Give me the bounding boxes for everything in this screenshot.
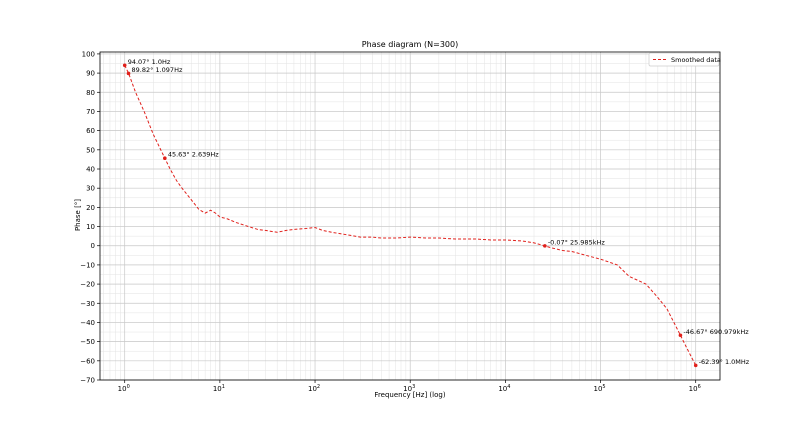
- y-tick-label: 60: [86, 127, 95, 135]
- plot-frame: [99, 51, 721, 381]
- annotation-marker: [693, 363, 698, 368]
- y-tick-label: 0: [91, 242, 95, 250]
- grid-lines: [100, 52, 720, 381]
- y-tick-label: 70: [86, 108, 95, 116]
- y-tick-label: 20: [86, 204, 95, 212]
- series-line-smoothed-data: [124, 65, 697, 366]
- chart-title: Phase diagram (N=300): [362, 40, 458, 49]
- y-tick-label: 80: [86, 89, 95, 97]
- y-tick-label: −20: [80, 281, 95, 289]
- y-tick-label: −50: [80, 338, 95, 346]
- x-tick-label: 104: [498, 384, 510, 393]
- y-tick-label: 30: [86, 185, 95, 193]
- y-tick-label: 50: [86, 146, 95, 154]
- y-tick-label: −40: [80, 319, 95, 327]
- annotation-label: 89.82° 1.097Hz: [132, 66, 183, 74]
- legend-label: Smoothed data: [671, 56, 721, 64]
- y-tick-label: −10: [80, 261, 95, 269]
- y-tick-label: 40: [86, 166, 95, 174]
- y-tick-label: 90: [86, 70, 95, 78]
- y-tick-label: 100: [82, 50, 95, 58]
- annotation-label: -0.07° 25.985kHz: [548, 238, 606, 246]
- x-tick-label: 102: [308, 384, 320, 393]
- legend: Smoothed data: [648, 52, 721, 67]
- x-axis-label: Frequency [Hz] (log): [374, 391, 445, 399]
- y-axis-ticks: 1009080706050403020100−10−20−30−40−50−60…: [80, 50, 100, 385]
- x-tick-label: 103: [403, 384, 415, 393]
- annotation-marker: [126, 71, 131, 76]
- annotation-label: 94.07° 1.0Hz: [128, 58, 171, 66]
- x-tick-label: 105: [593, 384, 605, 393]
- annotation-marker: [163, 156, 167, 161]
- annotation-marker: [543, 244, 547, 248]
- x-tick-label: 100: [118, 384, 130, 393]
- annotation-marker: [678, 333, 683, 338]
- y-tick-label: −60: [80, 357, 95, 365]
- annotation-label: -46.67° 690.979kHz: [683, 328, 749, 336]
- x-tick-label: 106: [689, 384, 701, 393]
- y-tick-label: −70: [80, 377, 95, 385]
- y-tick-label: 10: [86, 223, 95, 231]
- annotation-label: 45.63° 2.639Hz: [168, 151, 219, 159]
- x-axis-ticks: 100 101 102 103 104 105 106: [118, 380, 701, 393]
- y-tick-label: −30: [80, 300, 95, 308]
- annotation-label: -62.39° 1.0MHz: [699, 358, 750, 366]
- legend-box: [648, 52, 720, 67]
- y-axis-label: Phase [°]: [74, 199, 82, 231]
- annotation-marker: [122, 63, 127, 68]
- series-layer: [124, 65, 697, 366]
- x-tick-label: 101: [213, 384, 225, 393]
